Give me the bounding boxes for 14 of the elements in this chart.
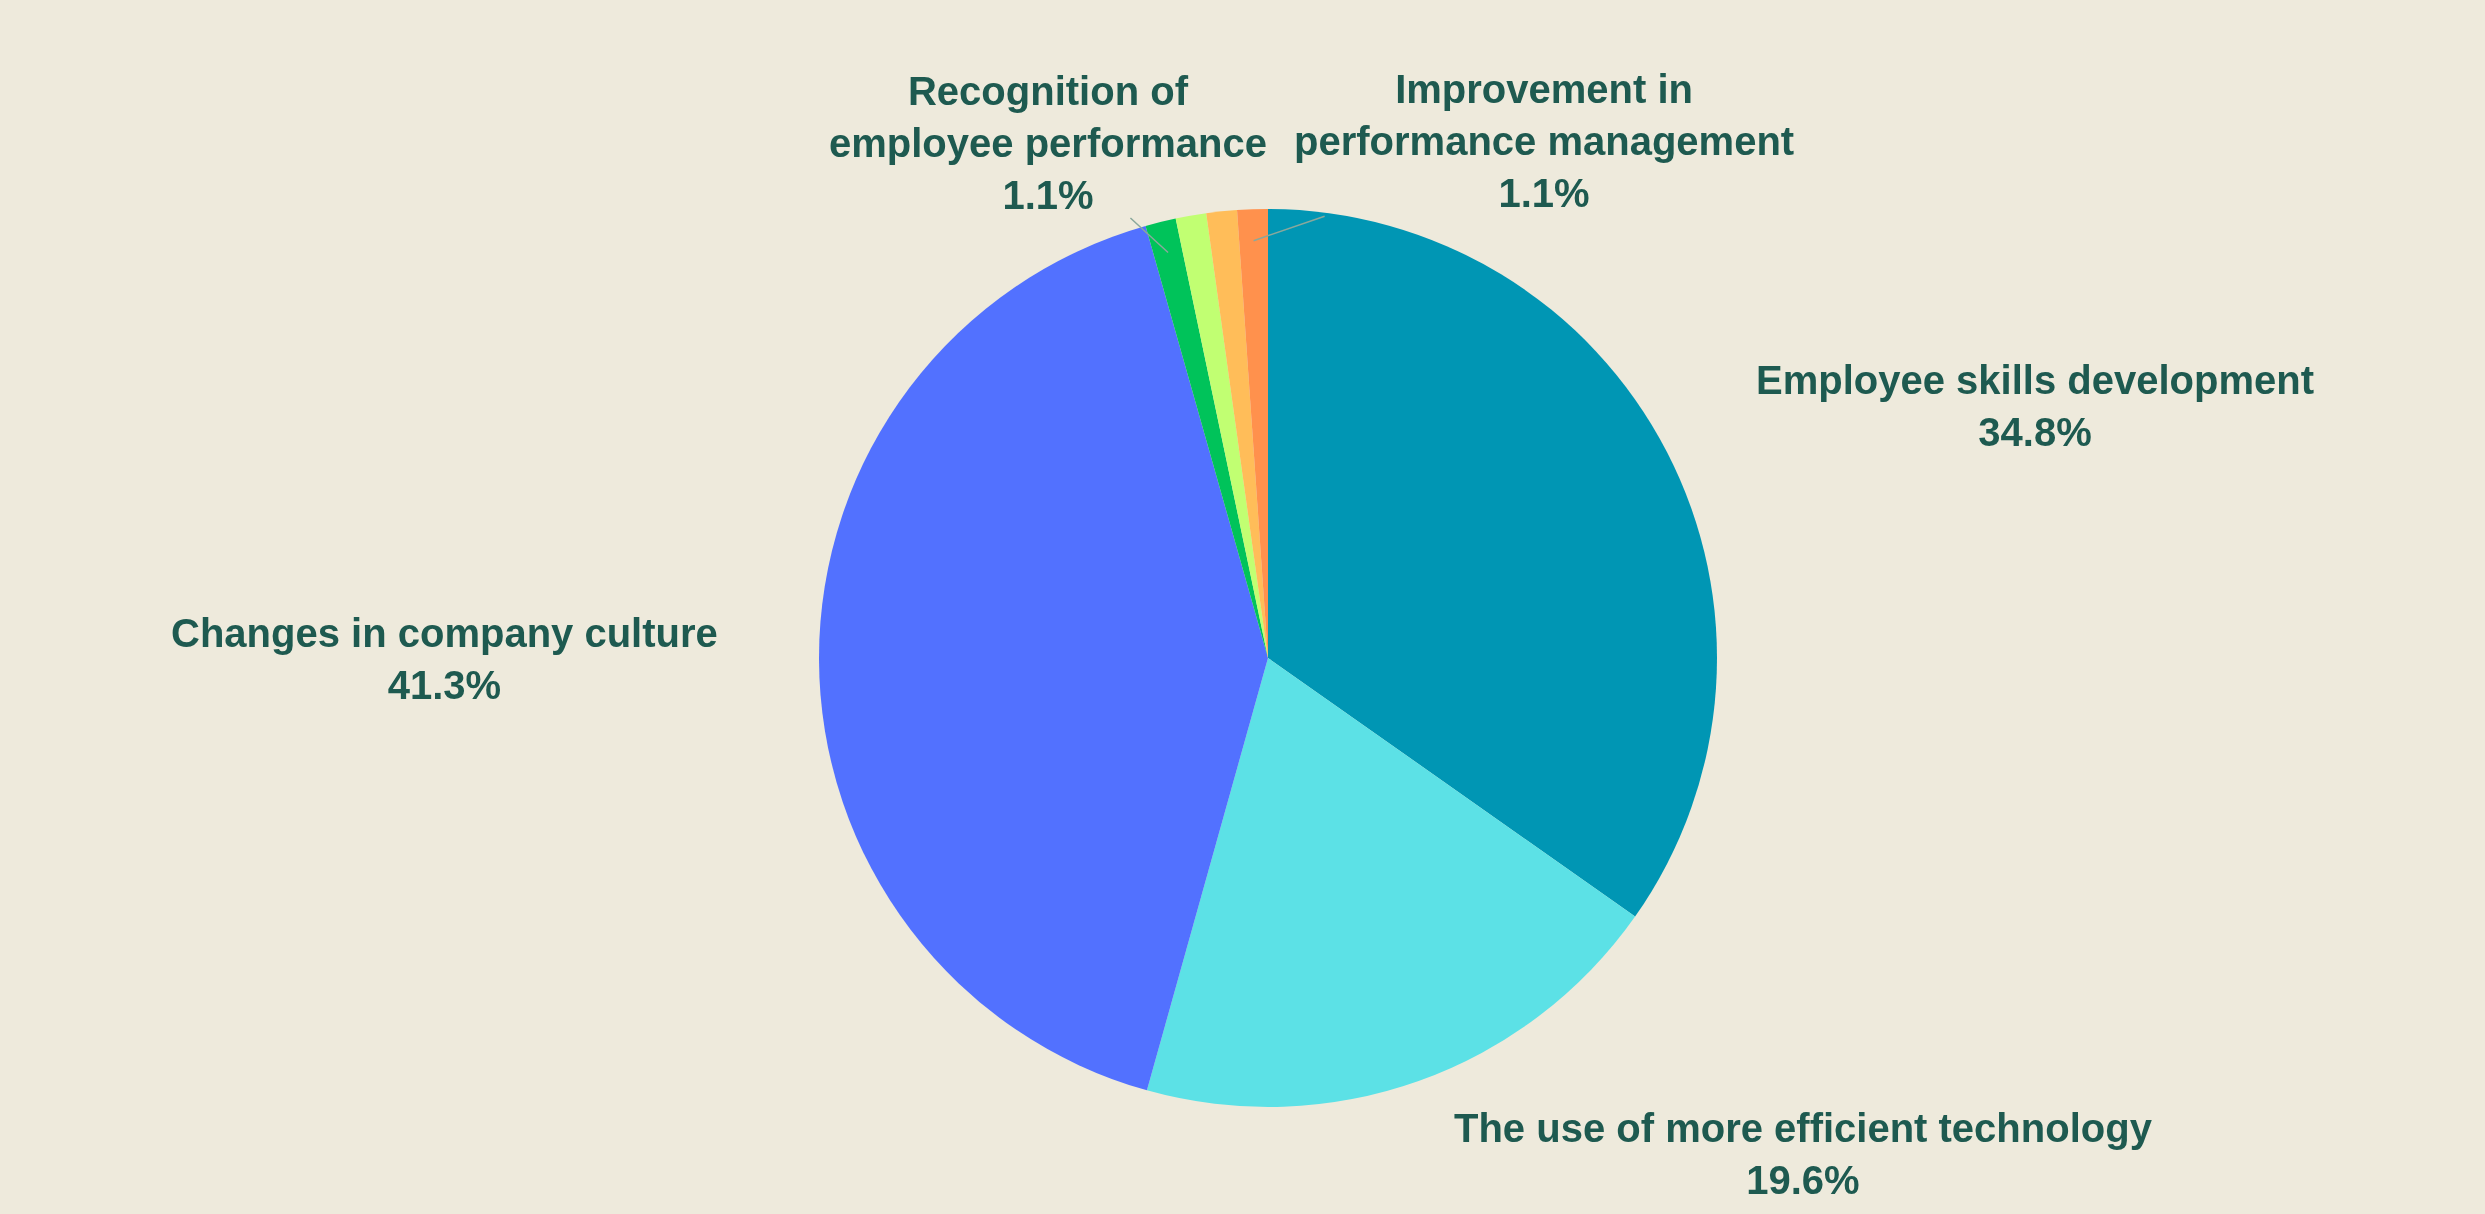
- pie-slice: [1146, 658, 1636, 1107]
- data-label: 34.8%: [1978, 410, 2092, 454]
- data-label: 1.1%: [1498, 171, 1590, 215]
- pie-slice: [819, 226, 1268, 1091]
- pie-slice: [1175, 213, 1268, 658]
- slice-label: Employee skills development: [1756, 358, 2314, 402]
- slice-label: Recognition of employee performance: [829, 69, 1267, 165]
- slice-label: The use of more efficient technology: [1454, 1106, 2153, 1150]
- data-label: 19.6%: [1746, 1158, 1860, 1202]
- slice-label: Changes in company culture: [171, 611, 718, 655]
- data-label: 1.1%: [1002, 173, 1094, 217]
- pie-slice: [1268, 209, 1717, 917]
- slice-label: Improvement in performance management: [1294, 67, 1795, 163]
- data-label: 41.3%: [387, 663, 502, 707]
